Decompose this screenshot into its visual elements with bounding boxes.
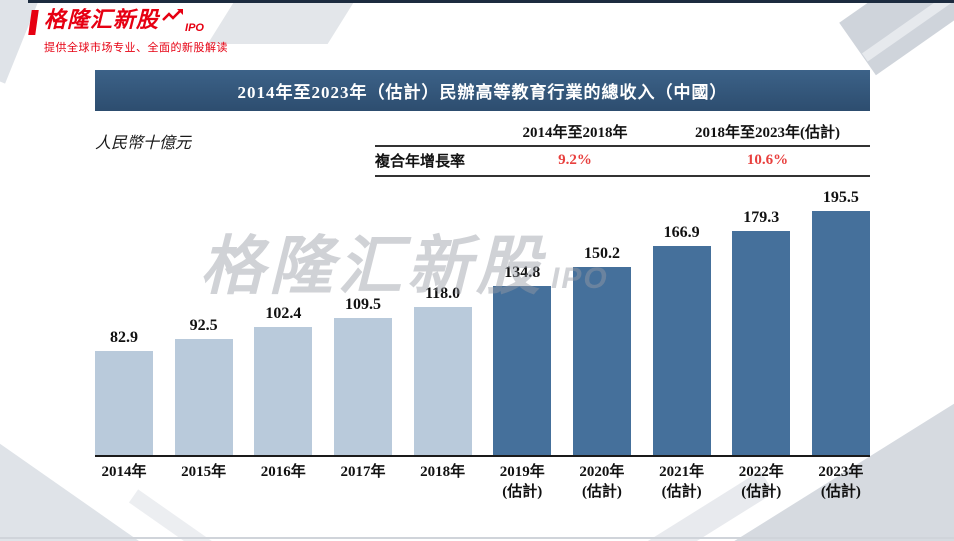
- brand-logo-suffix: IPO: [185, 22, 204, 34]
- corner-decoration-top-left-2: [207, 0, 377, 44]
- bar-2017年: [333, 318, 392, 455]
- bar-value-label: 92.5: [189, 317, 218, 334]
- bar-2021年: [652, 246, 711, 455]
- bar-2023年: [811, 211, 870, 455]
- brand-logo: 格隆汇新股: [44, 7, 160, 32]
- bar-group-2015年: 92.5: [174, 317, 233, 455]
- brand-main: 格隆汇新股 IPO 提供全球市场专业、全面的新股解读: [44, 7, 228, 55]
- bar-value-label: 134.8: [504, 264, 541, 281]
- top-divider: [28, 0, 954, 3]
- x-tick-label: 2021年 (估計): [659, 464, 705, 500]
- bar-group-2023年: 195.5: [811, 189, 870, 455]
- bar-2018年: [413, 307, 472, 455]
- bar-group-2014年: 82.9: [95, 329, 153, 455]
- bar-group-2016年: 102.4: [254, 305, 313, 455]
- x-tick-label: 2023年 (估計): [818, 464, 864, 500]
- bar-2016年: [254, 327, 313, 455]
- bar-group-2019年: 134.8: [493, 264, 552, 455]
- x-tick-label: 2020年 (估計): [579, 464, 625, 500]
- cagr-header-row: 2014年至2018年 2018年至2023年(估計): [375, 121, 870, 147]
- bar-value-label: 118.0: [425, 285, 461, 302]
- x-tick-label: 2016年: [260, 464, 306, 480]
- bar-value-label: 102.4: [265, 305, 302, 322]
- brand-tagline: 提供全球市场专业、全面的新股解读: [44, 42, 228, 54]
- bar-2022年: [732, 231, 791, 455]
- bar-plot: 82.9 92.5 102.4 109.5 118.0 134.8 150.2 166.9 17…: [95, 185, 870, 457]
- x-tick-label: 2018年: [420, 464, 466, 480]
- bottom-divider: [0, 537, 954, 539]
- cagr-value-row: 複合年增長率 9.2% 10.6%: [375, 147, 870, 177]
- brand-header: 格隆汇新股 IPO 提供全球市场专业、全面的新股解读: [28, 7, 228, 55]
- brand-red-bar: [28, 10, 39, 35]
- cagr-value-2: 10.6%: [746, 152, 789, 168]
- x-tick-label: 2014年: [101, 464, 147, 480]
- bar-2019年: [493, 286, 552, 455]
- bar-group-2022年: 179.3: [732, 209, 791, 455]
- bar-group-2017年: 109.5: [333, 296, 392, 455]
- x-tick-label: 2022年 (估計): [738, 464, 784, 500]
- cagr-col-header-2: 2018年至2023年(估計): [695, 125, 840, 141]
- revenue-chart: 2014年至2023年（估計）民辦高等教育行業的總收入（中國） 人民幣十億元 2…: [95, 70, 870, 502]
- bar-2020年: [572, 267, 631, 455]
- cagr-value-1: 9.2%: [558, 152, 592, 168]
- bar-2014年: [95, 351, 153, 455]
- x-tick-label: 2017年: [340, 464, 386, 480]
- bar-value-label: 179.3: [743, 209, 780, 226]
- brand-row: 格隆汇新股 IPO: [44, 7, 228, 34]
- bar-group-2021年: 166.9: [652, 224, 711, 455]
- cagr-table: 2014年至2018年 2018年至2023年(估計) 複合年增長率 9.2% …: [375, 121, 870, 177]
- bar-value-label: 82.9: [110, 329, 138, 346]
- bar-value-label: 150.2: [583, 245, 620, 262]
- bar-value-label: 166.9: [663, 224, 700, 241]
- x-tick-label: 2015年: [181, 464, 227, 480]
- bar-2015年: [174, 339, 233, 455]
- x-axis-labels: 2014年 2015年 2016年 2017年 2018年 2019年 (估計) 2020年(…: [95, 463, 870, 502]
- chart-title: 2014年至2023年（估計）民辦高等教育行業的總收入（中國）: [95, 70, 870, 111]
- cagr-row-label: 複合年增長率: [375, 154, 466, 170]
- bar-group-2018年: 118.0: [413, 285, 472, 455]
- chart-meta-row: 人民幣十億元 2014年至2018年 2018年至2023年(估計) 複合年增長…: [95, 121, 870, 177]
- y-axis-label: 人民幣十億元: [95, 135, 192, 152]
- bar-value-label: 195.5: [822, 189, 859, 206]
- cagr-col-header-1: 2014年至2018年: [522, 125, 628, 141]
- trend-arrow-icon: [162, 9, 184, 21]
- bar-value-label: 109.5: [344, 296, 381, 313]
- x-tick-label: 2019年 (估計): [499, 464, 545, 500]
- bar-group-2020年: 150.2: [572, 245, 631, 455]
